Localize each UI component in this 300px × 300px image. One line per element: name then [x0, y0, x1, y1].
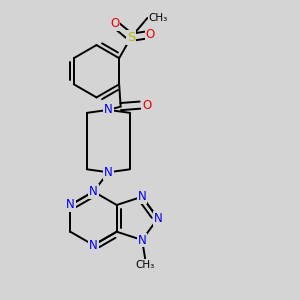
- Text: CH₃: CH₃: [136, 260, 155, 270]
- Text: N: N: [66, 199, 75, 212]
- Text: N: N: [138, 190, 146, 203]
- Text: N: N: [89, 185, 98, 198]
- Text: CH₃: CH₃: [149, 13, 168, 23]
- Text: O: O: [110, 17, 119, 31]
- Text: S: S: [127, 31, 135, 44]
- Text: O: O: [146, 28, 155, 41]
- Text: N: N: [89, 238, 98, 252]
- Text: N: N: [138, 233, 146, 247]
- Text: N: N: [104, 166, 113, 179]
- Text: N: N: [104, 103, 113, 116]
- Text: N: N: [154, 212, 162, 225]
- Text: O: O: [142, 99, 152, 112]
